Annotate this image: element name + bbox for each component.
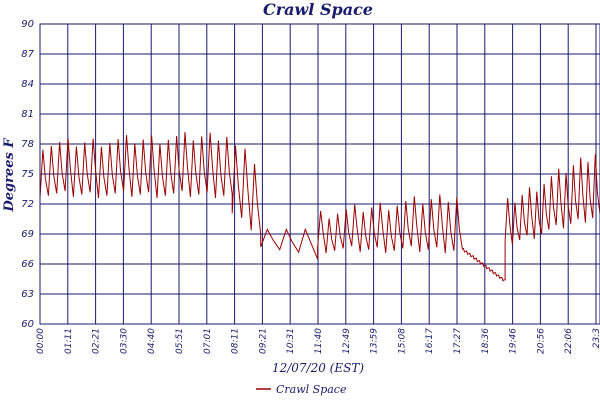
y-tick-label: 90 xyxy=(21,19,34,30)
x-tick-label: 23:3 xyxy=(592,328,600,348)
y-axis-label: Degrees F xyxy=(2,138,17,213)
x-tick-label: 12:49 xyxy=(342,328,352,354)
x-tick-label: 07:01 xyxy=(203,328,213,354)
x-tick-label: 13:59 xyxy=(370,328,380,354)
chart-title: Crawl Space xyxy=(263,0,373,19)
x-tick-labels: 00:00 01:11 02:21 03:30 04:40 05:51 07:01 08:11… xyxy=(36,328,600,354)
x-tick-label: 05:51 xyxy=(175,328,185,354)
plot-frame xyxy=(39,23,600,325)
x-axis-label: 12/07/20 (EST) xyxy=(272,361,364,375)
legend: Crawl Space xyxy=(256,383,347,396)
x-tick-label: 20:56 xyxy=(536,328,546,354)
y-tick-labels: 60 63 66 69 72 75 78 81 84 87 90 xyxy=(21,19,34,330)
y-tick-label: 84 xyxy=(21,79,34,90)
x-tick-label: 08:11 xyxy=(231,328,241,354)
x-tick-label: 09:21 xyxy=(258,328,268,354)
x-tick-label: 10:31 xyxy=(286,328,296,354)
x-tick-label: 15:08 xyxy=(397,328,407,354)
x-tick-label: 00:00 xyxy=(36,328,46,354)
legend-label: Crawl Space xyxy=(276,383,347,396)
series-line-crawl-space xyxy=(39,132,600,282)
x-tick-label: 03:30 xyxy=(119,328,129,354)
y-tick-label: 78 xyxy=(21,139,34,150)
x-tick-label: 02:21 xyxy=(92,328,102,354)
x-tick-label: 04:40 xyxy=(147,328,157,354)
y-tick-label: 60 xyxy=(21,319,34,330)
y-tick-label: 75 xyxy=(21,169,34,180)
x-tick-label: 17:27 xyxy=(453,328,463,354)
y-tick-label: 81 xyxy=(21,109,34,120)
y-tick-label: 69 xyxy=(21,229,34,240)
x-tick-label: 18:36 xyxy=(481,328,491,354)
y-tick-label: 66 xyxy=(21,259,34,270)
x-tick-label: 01:11 xyxy=(64,328,74,354)
x-tick-label: 22:06 xyxy=(564,328,574,354)
x-tick-label: 11:40 xyxy=(314,328,324,354)
x-tick-label: 19:46 xyxy=(509,328,519,354)
y-tick-label: 72 xyxy=(21,199,34,210)
y-tick-label: 63 xyxy=(21,289,34,300)
x-tick-label: 16:17 xyxy=(425,328,435,354)
y-tick-label: 87 xyxy=(21,49,34,60)
